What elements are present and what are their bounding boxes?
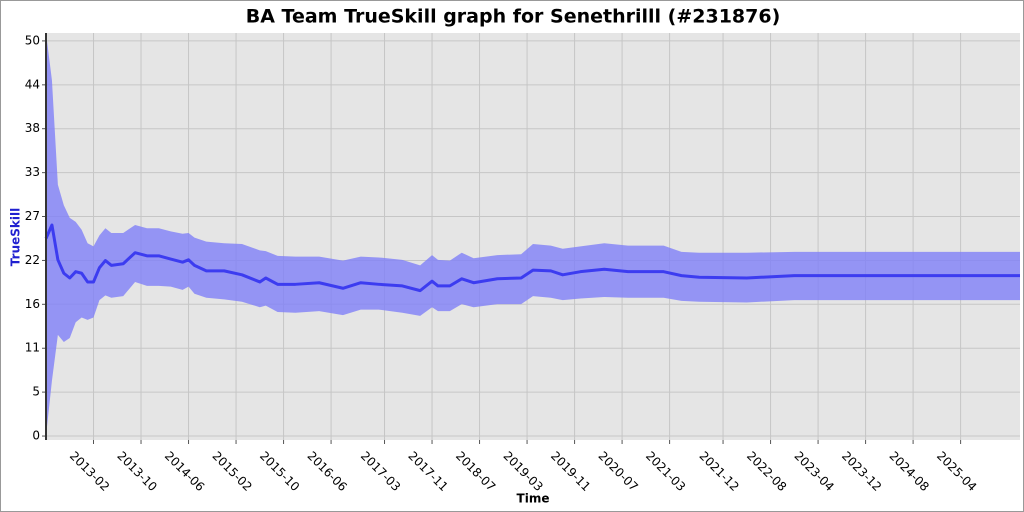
y-tick-label: 44 [25,77,40,91]
plot-area [46,33,1020,440]
y-tick-label: 33 [25,165,40,179]
y-tick-label: 0 [32,429,40,443]
y-tick-label: 50 [25,33,40,47]
y-axis-label: TrueSkill [9,208,23,266]
y-tick-label: 22 [25,253,40,267]
y-tick-label: 5 [32,385,40,399]
chart-title: BA Team TrueSkill graph for Senethrilll … [246,6,781,28]
y-tick-label: 38 [25,121,40,135]
x-axis-label: Time [517,492,550,506]
y-tick-label: 11 [25,341,40,355]
series-line [44,223,1020,293]
y-tick-label: 16 [25,297,40,311]
y-tick-label: 27 [25,209,40,223]
